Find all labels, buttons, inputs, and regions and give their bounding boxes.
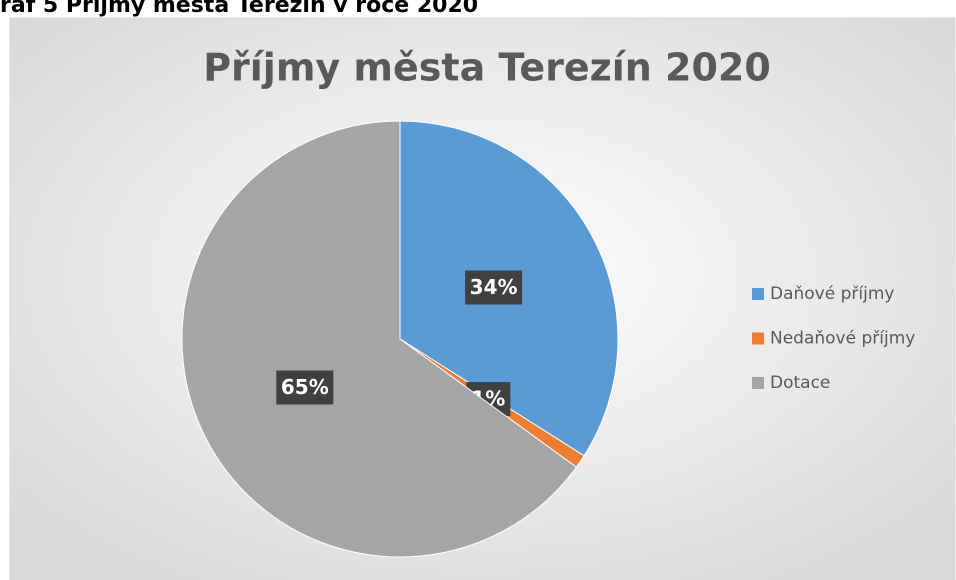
caption: raf 5 Příjmy města Terezín v roce 2020 xyxy=(0,0,478,18)
data-label: 65% xyxy=(281,375,329,399)
pie-slice xyxy=(181,120,578,558)
data-label-box xyxy=(465,270,523,305)
legend-swatch xyxy=(752,377,764,389)
legend-label: Daňové příjmy xyxy=(770,284,894,304)
legend-swatch xyxy=(752,332,764,345)
legend-label: Nedaňové příjmy xyxy=(770,329,915,349)
legend-swatch xyxy=(752,288,764,300)
data-label-box xyxy=(276,370,334,405)
data-label: 34% xyxy=(470,275,518,299)
legend-label: Dotace xyxy=(770,373,830,393)
chart-title: Příjmy města Terezín 2020 xyxy=(203,46,771,90)
